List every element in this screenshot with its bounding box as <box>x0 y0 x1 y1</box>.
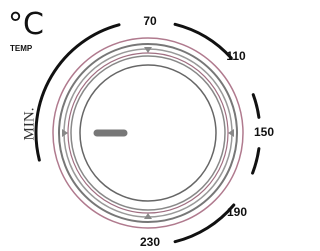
scale-arc <box>175 205 234 242</box>
scale-label: 110 <box>226 49 246 63</box>
scale-label: 70 <box>143 14 157 28</box>
marker <box>228 129 234 137</box>
scale-label: 150 <box>254 125 274 139</box>
scale-arc <box>253 95 259 118</box>
marker <box>144 213 152 219</box>
marker <box>62 129 68 137</box>
page: °C TEMP MIN. 70 110 150 190 230 (() => {… <box>0 0 278 251</box>
scale-arc <box>253 149 259 174</box>
marker <box>144 47 152 53</box>
unit-symbol: °C <box>8 7 44 42</box>
scale-arc <box>175 24 231 58</box>
unit-caption: TEMP <box>10 44 33 53</box>
scale-label: 230 <box>140 235 160 249</box>
scale-label: 190 <box>227 205 247 219</box>
thermostat-dial: °C TEMP MIN. 70 110 150 190 230 <box>0 0 278 251</box>
